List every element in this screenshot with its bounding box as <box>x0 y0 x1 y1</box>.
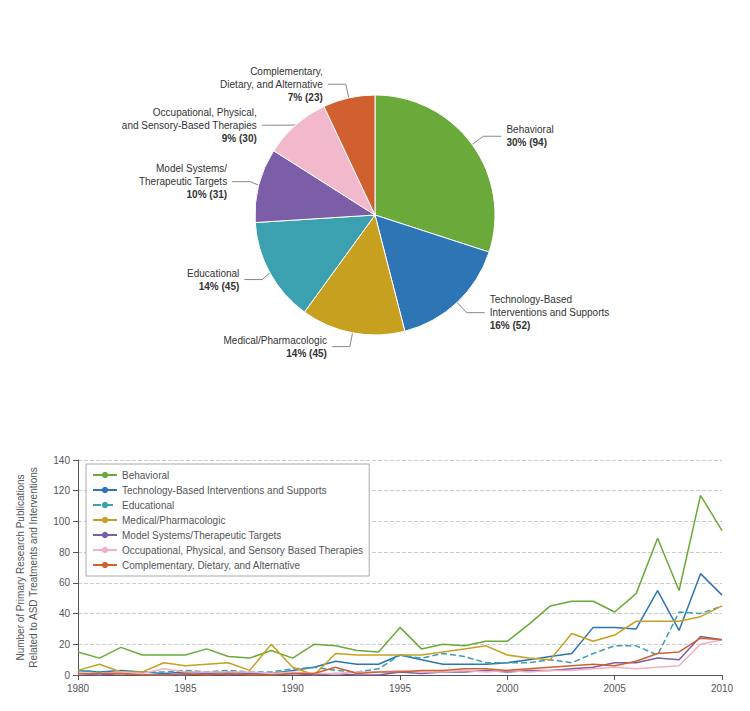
svg-text:120: 120 <box>53 485 70 496</box>
svg-text:Medical/Pharmacologic: Medical/Pharmacologic <box>224 335 327 346</box>
svg-text:Related to ASD Treatments and: Related to ASD Treatments and Interventi… <box>28 467 39 668</box>
svg-text:Behavioral: Behavioral <box>122 470 169 481</box>
svg-text:Technology-Based: Technology-Based <box>490 294 572 305</box>
svg-text:Interventions and Supports: Interventions and Supports <box>490 307 610 318</box>
svg-text:20: 20 <box>59 639 71 650</box>
svg-text:2005: 2005 <box>604 683 627 694</box>
svg-text:Educational: Educational <box>122 500 174 511</box>
svg-text:9% (30): 9% (30) <box>222 133 257 144</box>
svg-text:Therapeutic Targets: Therapeutic Targets <box>139 176 227 187</box>
svg-text:Number of Primary Research Pub: Number of Primary Research Publications <box>15 474 26 660</box>
svg-text:0: 0 <box>64 670 70 681</box>
svg-text:Model Systems/Therapeutic Targ: Model Systems/Therapeutic Targets <box>122 530 281 541</box>
svg-text:2000: 2000 <box>496 683 519 694</box>
svg-text:Medical/Pharmacologic: Medical/Pharmacologic <box>122 515 225 526</box>
svg-text:Technology-Based Interventions: Technology-Based Interventions and Suppo… <box>122 485 327 496</box>
svg-text:1980: 1980 <box>67 683 90 694</box>
svg-text:30% (94): 30% (94) <box>506 137 547 148</box>
svg-text:Occupational, Physical, and Se: Occupational, Physical, and Sensory Base… <box>122 545 363 556</box>
svg-text:80: 80 <box>59 547 71 558</box>
svg-text:Complementary, Dietary, and Al: Complementary, Dietary, and Alternative <box>122 560 300 571</box>
svg-text:40: 40 <box>59 608 71 619</box>
svg-text:Behavioral: Behavioral <box>506 124 553 135</box>
svg-text:Model Systems/: Model Systems/ <box>156 163 227 174</box>
svg-text:Educational: Educational <box>187 268 239 279</box>
svg-text:1990: 1990 <box>282 683 305 694</box>
svg-text:140: 140 <box>53 455 70 466</box>
svg-text:1985: 1985 <box>174 683 197 694</box>
svg-text:Complementary,: Complementary, <box>250 66 323 77</box>
svg-text:60: 60 <box>59 577 71 588</box>
svg-text:2010: 2010 <box>711 683 734 694</box>
svg-text:10% (31): 10% (31) <box>187 189 228 200</box>
svg-text:7% (23): 7% (23) <box>288 92 323 103</box>
svg-text:16% (52): 16% (52) <box>490 320 531 331</box>
svg-text:Occupational, Physical,: Occupational, Physical, <box>153 107 257 118</box>
svg-text:14% (45): 14% (45) <box>286 348 327 359</box>
svg-text:100: 100 <box>53 516 70 527</box>
svg-text:and Sensory-Based Therapies: and Sensory-Based Therapies <box>122 120 257 131</box>
svg-text:Dietary, and Alternative: Dietary, and Alternative <box>220 79 323 90</box>
svg-text:14% (45): 14% (45) <box>199 281 240 292</box>
svg-text:1995: 1995 <box>389 683 412 694</box>
